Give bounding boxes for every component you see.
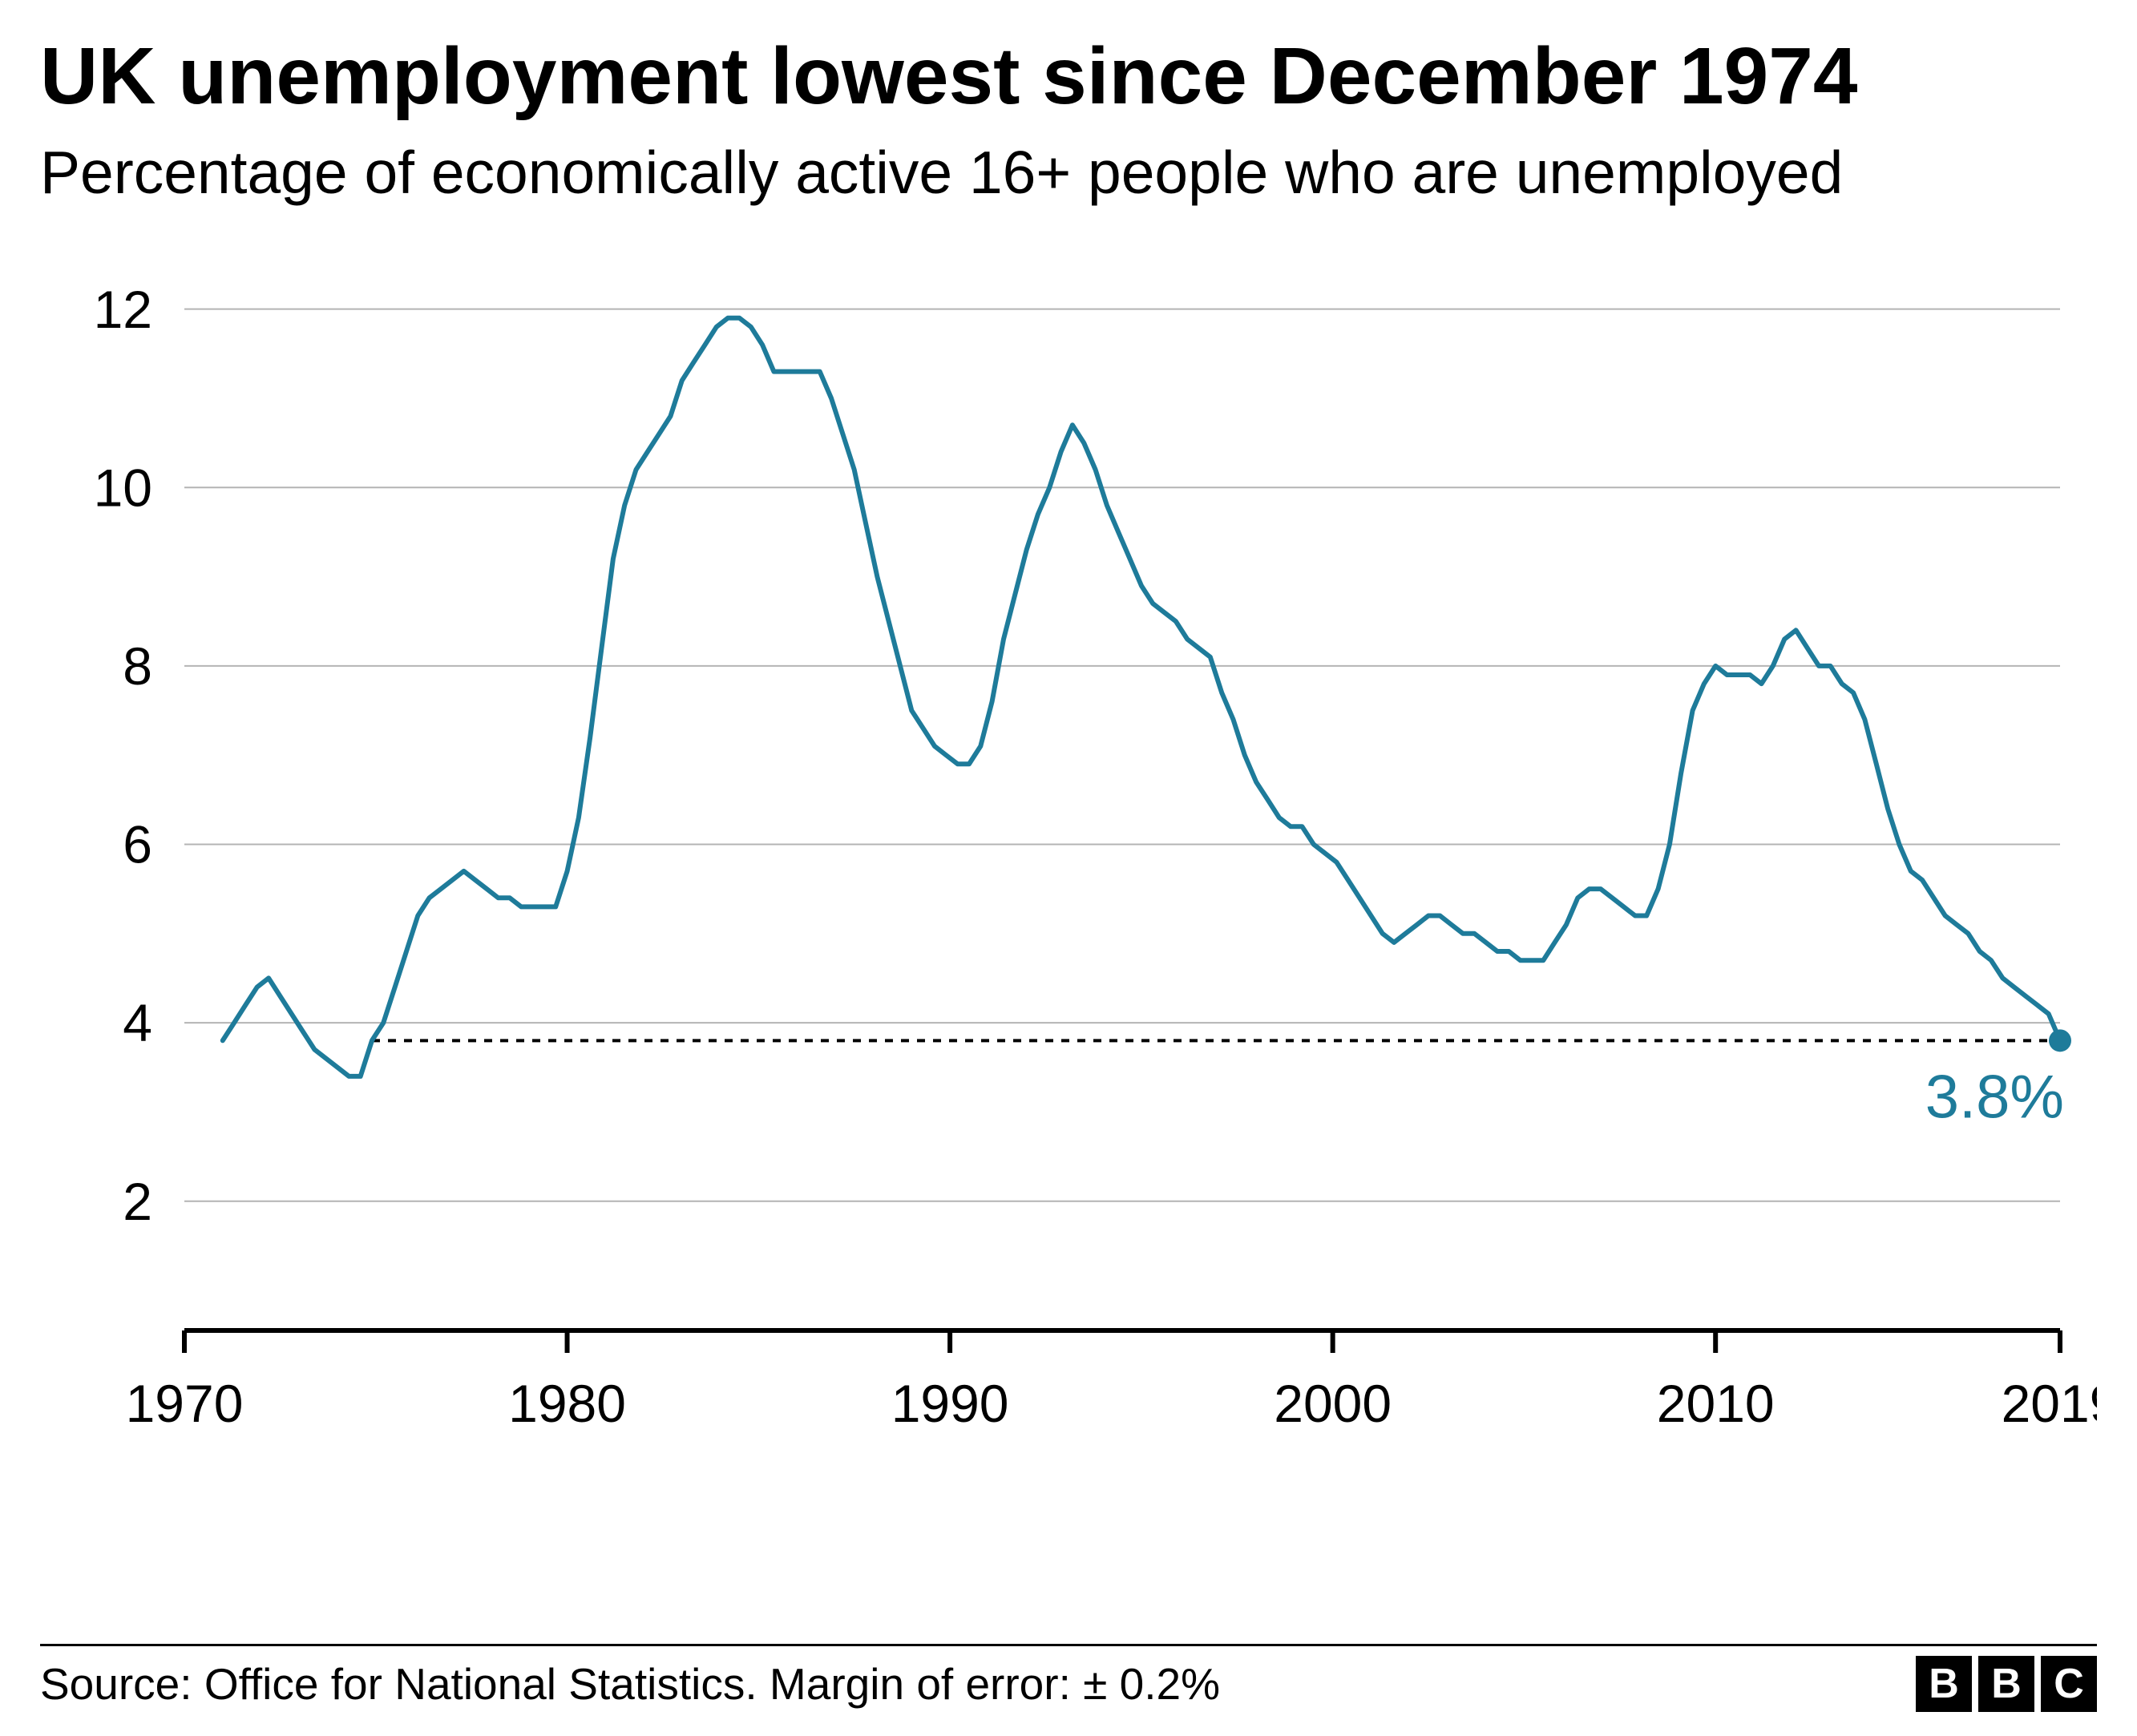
chart-title: UK unemployment lowest since December 19… xyxy=(40,32,2097,120)
x-tick-label: 2019 xyxy=(2002,1374,2097,1433)
y-tick-label: 4 xyxy=(123,993,152,1052)
end-point-marker xyxy=(2049,1029,2071,1052)
y-tick-label: 2 xyxy=(123,1172,152,1231)
bbc-logo-letter: B xyxy=(1916,1656,1972,1712)
x-tick-label: 1990 xyxy=(891,1374,1009,1433)
bbc-logo-letter: B xyxy=(1978,1656,2034,1712)
x-tick-label: 2010 xyxy=(1657,1374,1775,1433)
bbc-logo: B B C xyxy=(1916,1656,2097,1712)
bbc-logo-letter: C xyxy=(2041,1656,2097,1712)
line-chart-svg: 2 4 6 8 10 12 3.8% 1970 1980 1990 2000 2010 2019 xyxy=(40,240,2097,1443)
y-tick-label: 6 xyxy=(123,815,152,874)
x-tick-label: 1970 xyxy=(126,1374,244,1433)
end-point-label: 3.8% xyxy=(1925,1063,2064,1131)
y-tick-label: 8 xyxy=(123,636,152,696)
chart-subtitle: Percentage of economically active 16+ pe… xyxy=(40,136,2097,208)
x-tick-label: 1980 xyxy=(508,1374,626,1433)
chart-container: UK unemployment lowest since December 19… xyxy=(0,0,2137,1736)
x-tick-label: 2000 xyxy=(1274,1374,1392,1433)
chart-footer: Source: Office for National Statistics. … xyxy=(40,1644,2097,1712)
data-line xyxy=(223,318,2060,1076)
chart-area: 2 4 6 8 10 12 3.8% 1970 1980 1990 2000 2010 2019 xyxy=(40,240,2097,1447)
y-tick-label: 12 xyxy=(94,280,152,339)
y-tick-label: 10 xyxy=(94,458,152,517)
source-text: Source: Office for National Statistics. … xyxy=(40,1658,1220,1710)
